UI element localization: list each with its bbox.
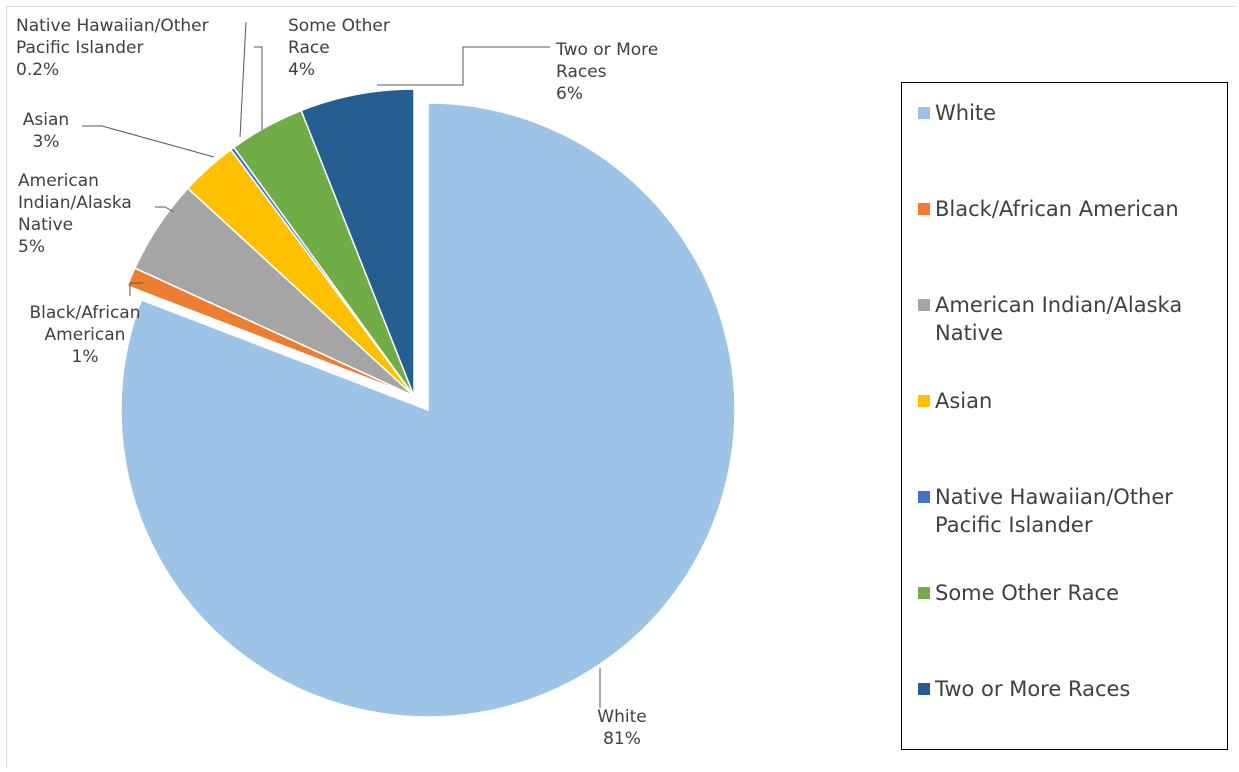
data-label-2: American Indian/Alaska Native 5% xyxy=(18,171,132,257)
data-label-4: Native Hawaiian/Other Pacific Islander 0.2… xyxy=(16,16,209,80)
legend-item-5: Some Other Race xyxy=(918,579,1218,607)
legend-label: Some Other Race xyxy=(935,581,1119,605)
legend-swatch xyxy=(918,587,930,599)
legend: White Black/African American American Indi… xyxy=(901,82,1228,750)
legend-swatch xyxy=(918,683,930,695)
legend-swatch xyxy=(918,395,930,407)
leader-line-3 xyxy=(82,125,215,158)
leader-line-5 xyxy=(254,46,263,130)
leader-line-2 xyxy=(155,206,175,213)
legend-item-2: American Indian/Alaska Native xyxy=(918,291,1218,347)
data-label-1: Black/African American 1% xyxy=(30,303,141,367)
legend-item-0: White xyxy=(918,99,1218,127)
pie-slice-6 xyxy=(300,88,415,397)
legend-label: American Indian/Alaska Native xyxy=(935,293,1183,345)
legend-item-6: Two or More Races xyxy=(918,675,1218,703)
legend-item-4: Native Hawaiian/Other Pacific Islander xyxy=(918,483,1218,539)
legend-label: Asian xyxy=(935,389,993,413)
leader-line-6 xyxy=(377,46,550,86)
legend-item-1: Black/African American xyxy=(918,195,1218,223)
leader-line-1 xyxy=(129,282,143,296)
data-label-3: Asian 3% xyxy=(23,110,69,152)
legend-item-3: Asian xyxy=(918,387,1218,415)
data-label-0: White 81% xyxy=(597,707,646,749)
data-label-6: Two or More Races 6% xyxy=(555,40,658,104)
legend-swatch xyxy=(918,107,930,119)
legend-label: Two or More Races xyxy=(935,677,1131,701)
legend-swatch xyxy=(918,203,930,215)
chart-area xyxy=(6,6,1235,768)
legend-swatch xyxy=(918,299,930,311)
legend-label: Black/African American xyxy=(935,197,1179,221)
leader-line-4 xyxy=(239,21,247,138)
legend-label: Native Hawaiian/Other Pacific Islander xyxy=(935,485,1173,537)
pie-slice-0 xyxy=(120,102,736,718)
data-label-5: Some Other Race 4% xyxy=(288,16,390,80)
legend-label: White xyxy=(935,101,997,125)
legend-swatch xyxy=(918,491,930,503)
